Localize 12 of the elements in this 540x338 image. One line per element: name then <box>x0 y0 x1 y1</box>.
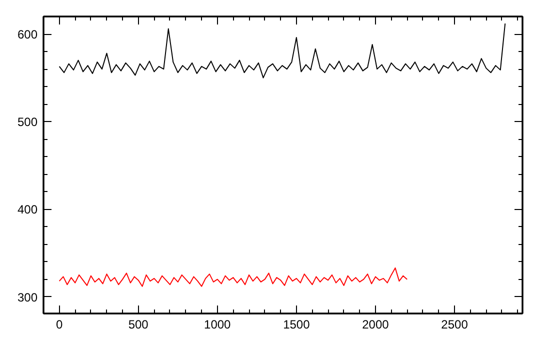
x-tick-label: 1500 <box>283 318 310 332</box>
x-tick-label: 500 <box>128 318 149 332</box>
y-tick-label: 600 <box>17 28 38 42</box>
x-tick-label: 1000 <box>204 318 232 332</box>
y-tick-label: 300 <box>17 290 38 304</box>
x-tick-label: 2500 <box>441 318 468 332</box>
line-series <box>58 267 408 287</box>
x-tick-label: 2000 <box>362 318 390 332</box>
y-tick-label: 500 <box>17 115 38 130</box>
y-tick-label: 400 <box>17 202 38 217</box>
x-tick-label: 0 <box>56 318 63 332</box>
line-series <box>58 23 506 78</box>
